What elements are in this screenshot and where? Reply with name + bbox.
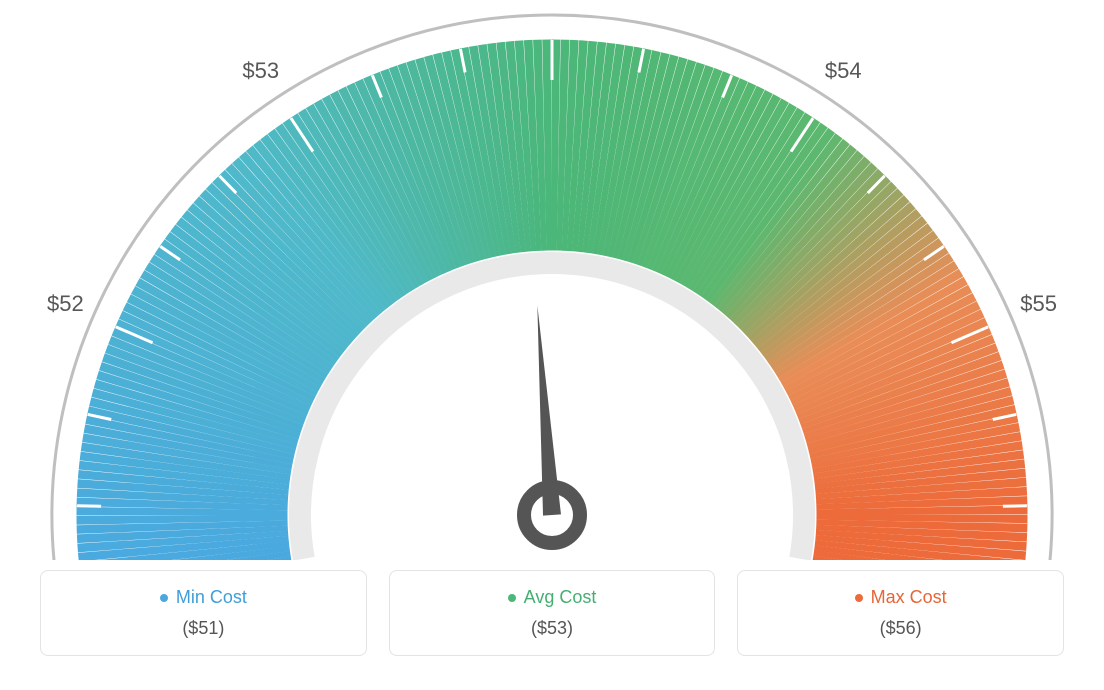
legend-card-min: Min Cost ($51) [40,570,367,656]
legend-value-avg: ($53) [531,618,573,639]
gauge-tick-label: $54 [825,58,862,83]
legend-value-min: ($51) [182,618,224,639]
legend-card-max: Max Cost ($56) [737,570,1064,656]
legend-dot-avg [508,594,516,602]
legend-dot-max [855,594,863,602]
legend-row: Min Cost ($51) Avg Cost ($53) Max Cost (… [0,570,1104,656]
legend-value-max: ($56) [880,618,922,639]
gauge-tick-label: $53 [242,58,279,83]
legend-dot-min [160,594,168,602]
gauge-tick-label: $52 [47,291,84,316]
legend-card-avg: Avg Cost ($53) [389,570,716,656]
legend-label-min: Min Cost [176,587,247,608]
legend-label-avg: Avg Cost [524,587,597,608]
legend-label-max: Max Cost [871,587,947,608]
cost-gauge-chart: $51$52$53$53$54$55$56 [0,0,1104,560]
gauge-tick-label: $55 [1020,291,1057,316]
